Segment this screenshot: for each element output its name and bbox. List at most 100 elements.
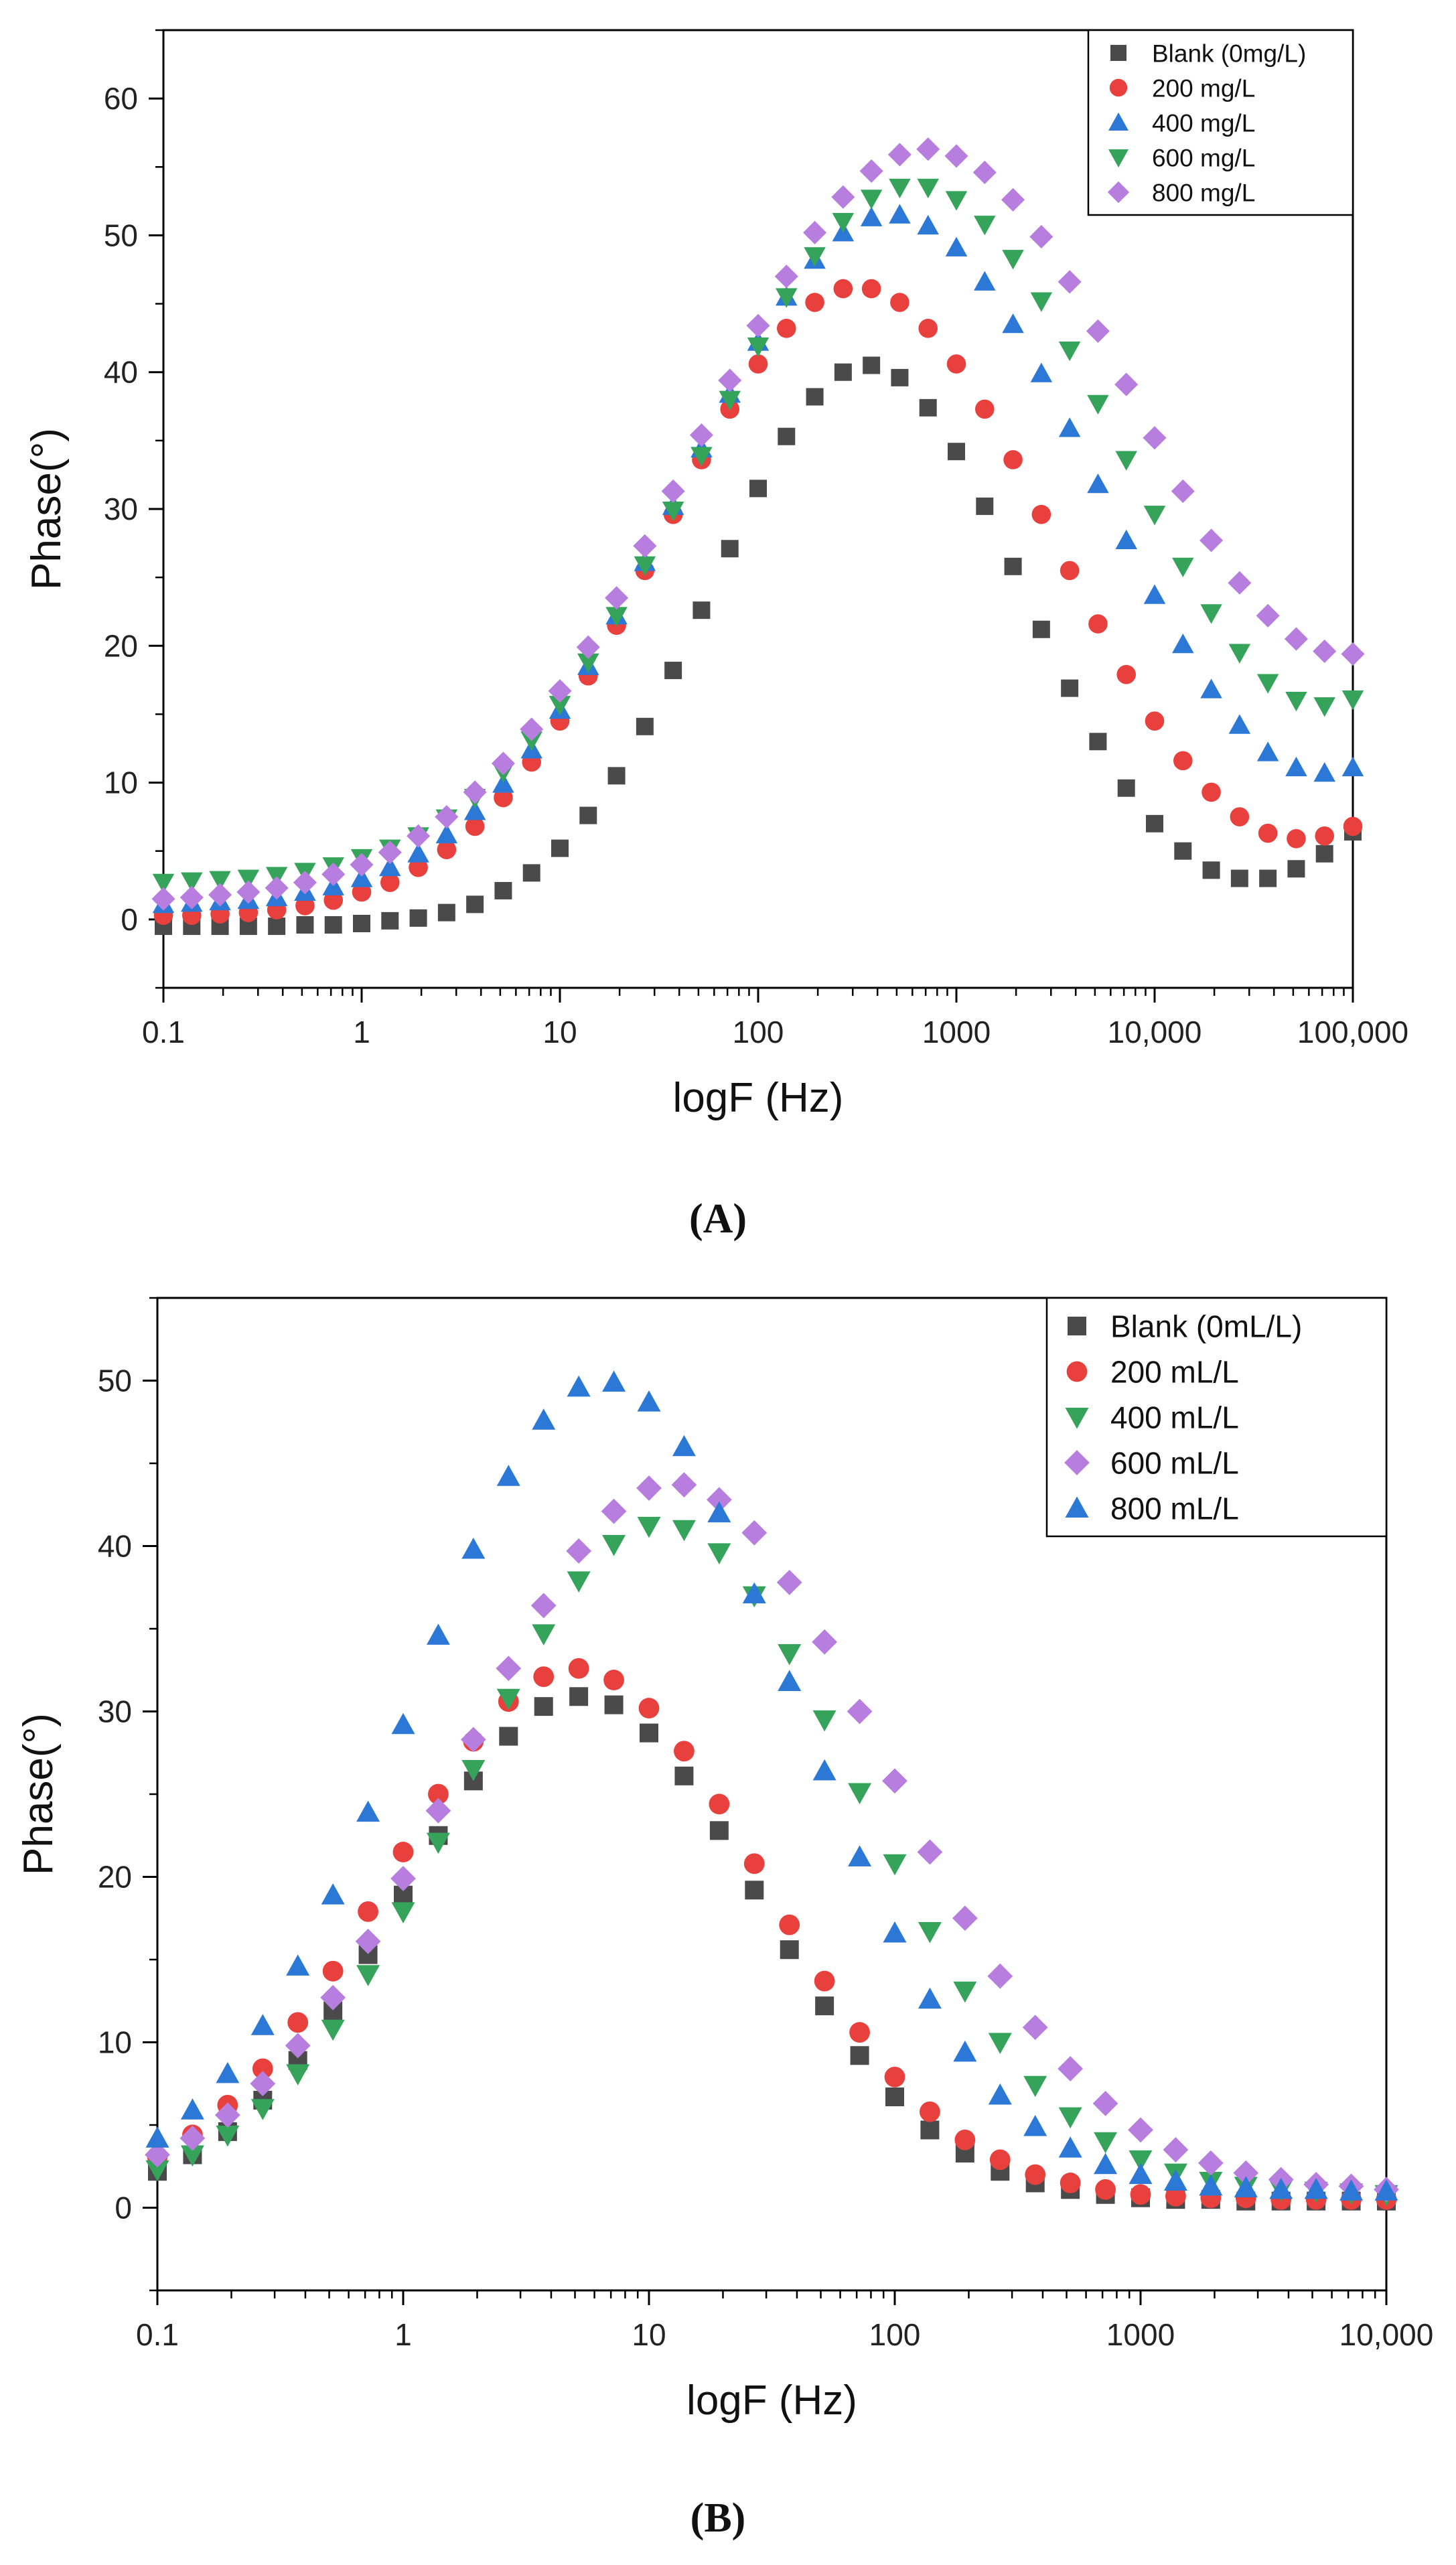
data-point bbox=[721, 540, 739, 558]
data-point bbox=[742, 1582, 766, 1604]
data-point bbox=[494, 788, 513, 808]
x-tick-label: 100,000 bbox=[1297, 1015, 1408, 1049]
data-point bbox=[1002, 250, 1024, 270]
data-point bbox=[887, 143, 912, 167]
legend-label: 600 mg/L bbox=[1152, 144, 1255, 171]
data-point bbox=[358, 1901, 378, 1922]
x-axis: 0.1 1 10 100 1000 10,000 bbox=[136, 2290, 1433, 2352]
data-point bbox=[1259, 869, 1277, 887]
legend-label: 400 mL/L bbox=[1110, 1400, 1239, 1435]
x-tick-label: 10 bbox=[632, 2317, 666, 2352]
data-point bbox=[1022, 2014, 1048, 2041]
data-point bbox=[882, 1768, 907, 1794]
data-point bbox=[496, 1688, 520, 1710]
data-point bbox=[321, 862, 346, 886]
data-point bbox=[640, 1723, 658, 1743]
data-point bbox=[944, 144, 968, 168]
legend-marker bbox=[1108, 149, 1129, 167]
data-point bbox=[718, 368, 742, 392]
data-point bbox=[293, 871, 317, 895]
data-point bbox=[917, 214, 939, 235]
data-point bbox=[891, 368, 909, 386]
data-point bbox=[885, 2087, 904, 2107]
data-point bbox=[890, 293, 909, 312]
legend-marker bbox=[1107, 181, 1130, 204]
data-point bbox=[1088, 614, 1108, 634]
data-point bbox=[567, 1375, 591, 1397]
data-point bbox=[1230, 807, 1250, 826]
data-point bbox=[1060, 561, 1080, 581]
data-point bbox=[812, 1629, 838, 1655]
data-point bbox=[672, 1435, 696, 1457]
y-tick-label: 10 bbox=[98, 2025, 132, 2060]
legend-label: 200 mg/L bbox=[1152, 74, 1255, 102]
data-point bbox=[152, 873, 175, 893]
data-point bbox=[466, 895, 484, 913]
x-tick-label: 10,000 bbox=[1108, 1015, 1202, 1049]
data-point bbox=[689, 423, 713, 447]
data-point bbox=[850, 2046, 869, 2065]
data-point bbox=[1060, 2173, 1081, 2193]
data-point bbox=[920, 2120, 940, 2140]
data-point bbox=[1030, 362, 1053, 382]
y-tick-label: 30 bbox=[104, 492, 138, 526]
x-tick-label: 10,000 bbox=[1339, 2317, 1434, 2352]
data-point bbox=[1117, 779, 1135, 797]
data-point bbox=[779, 1914, 800, 1935]
data-point bbox=[1030, 292, 1053, 312]
data-point bbox=[833, 279, 853, 299]
data-point bbox=[1031, 504, 1051, 524]
y-tick-label: 60 bbox=[104, 81, 138, 116]
data-point bbox=[1287, 860, 1305, 878]
data-point bbox=[709, 1793, 730, 1815]
series-3 bbox=[152, 178, 1364, 893]
data-point bbox=[633, 534, 657, 558]
data-point bbox=[566, 1538, 592, 1564]
series-2 bbox=[145, 1516, 1398, 2207]
data-point bbox=[426, 1623, 450, 1645]
data-point bbox=[1025, 2164, 1046, 2185]
data-point bbox=[1116, 664, 1137, 684]
data-point bbox=[1029, 224, 1053, 249]
data-point bbox=[1087, 394, 1109, 415]
data-point bbox=[1001, 188, 1025, 212]
y-axis: 0 10 20 30 40 50 60 bbox=[104, 29, 163, 989]
data-point bbox=[180, 2145, 204, 2167]
data-point bbox=[815, 1996, 834, 2016]
series-4 bbox=[145, 1370, 1398, 2201]
data-point bbox=[693, 601, 711, 619]
data-point bbox=[1172, 633, 1194, 654]
data-point bbox=[812, 1759, 836, 1781]
y-tick-label: 20 bbox=[104, 628, 138, 663]
legend-label: 800 mg/L bbox=[1152, 179, 1255, 206]
data-point bbox=[674, 1766, 694, 1785]
data-point bbox=[530, 1593, 557, 1619]
data-point bbox=[848, 1783, 872, 1805]
data-point bbox=[1143, 584, 1166, 604]
data-point bbox=[179, 885, 204, 909]
data-point bbox=[265, 876, 289, 900]
data-point bbox=[250, 2014, 275, 2035]
series-1 bbox=[153, 279, 1363, 926]
data-point bbox=[1023, 2114, 1047, 2136]
data-point bbox=[832, 213, 855, 233]
data-point bbox=[987, 1963, 1013, 1989]
data-point bbox=[1094, 2152, 1118, 2175]
data-point bbox=[437, 903, 455, 922]
data-point bbox=[952, 1905, 978, 1931]
data-point bbox=[145, 2160, 169, 2182]
data-point bbox=[491, 751, 515, 776]
data-point bbox=[1269, 2177, 1293, 2199]
data-point bbox=[747, 337, 770, 358]
legend-box bbox=[1087, 29, 1354, 216]
data-point bbox=[392, 1842, 414, 1862]
x-tick-label: 0.1 bbox=[142, 1015, 185, 1049]
data-point bbox=[1202, 782, 1221, 802]
data-point bbox=[1163, 2137, 1189, 2163]
data-point bbox=[425, 1798, 451, 1824]
data-point bbox=[884, 2066, 905, 2087]
legend-label: 400 mg/L bbox=[1152, 109, 1255, 137]
y-axis: 0 10 20 30 40 50 bbox=[98, 1297, 157, 2292]
data-point bbox=[1172, 557, 1194, 578]
data-point bbox=[1313, 762, 1335, 782]
